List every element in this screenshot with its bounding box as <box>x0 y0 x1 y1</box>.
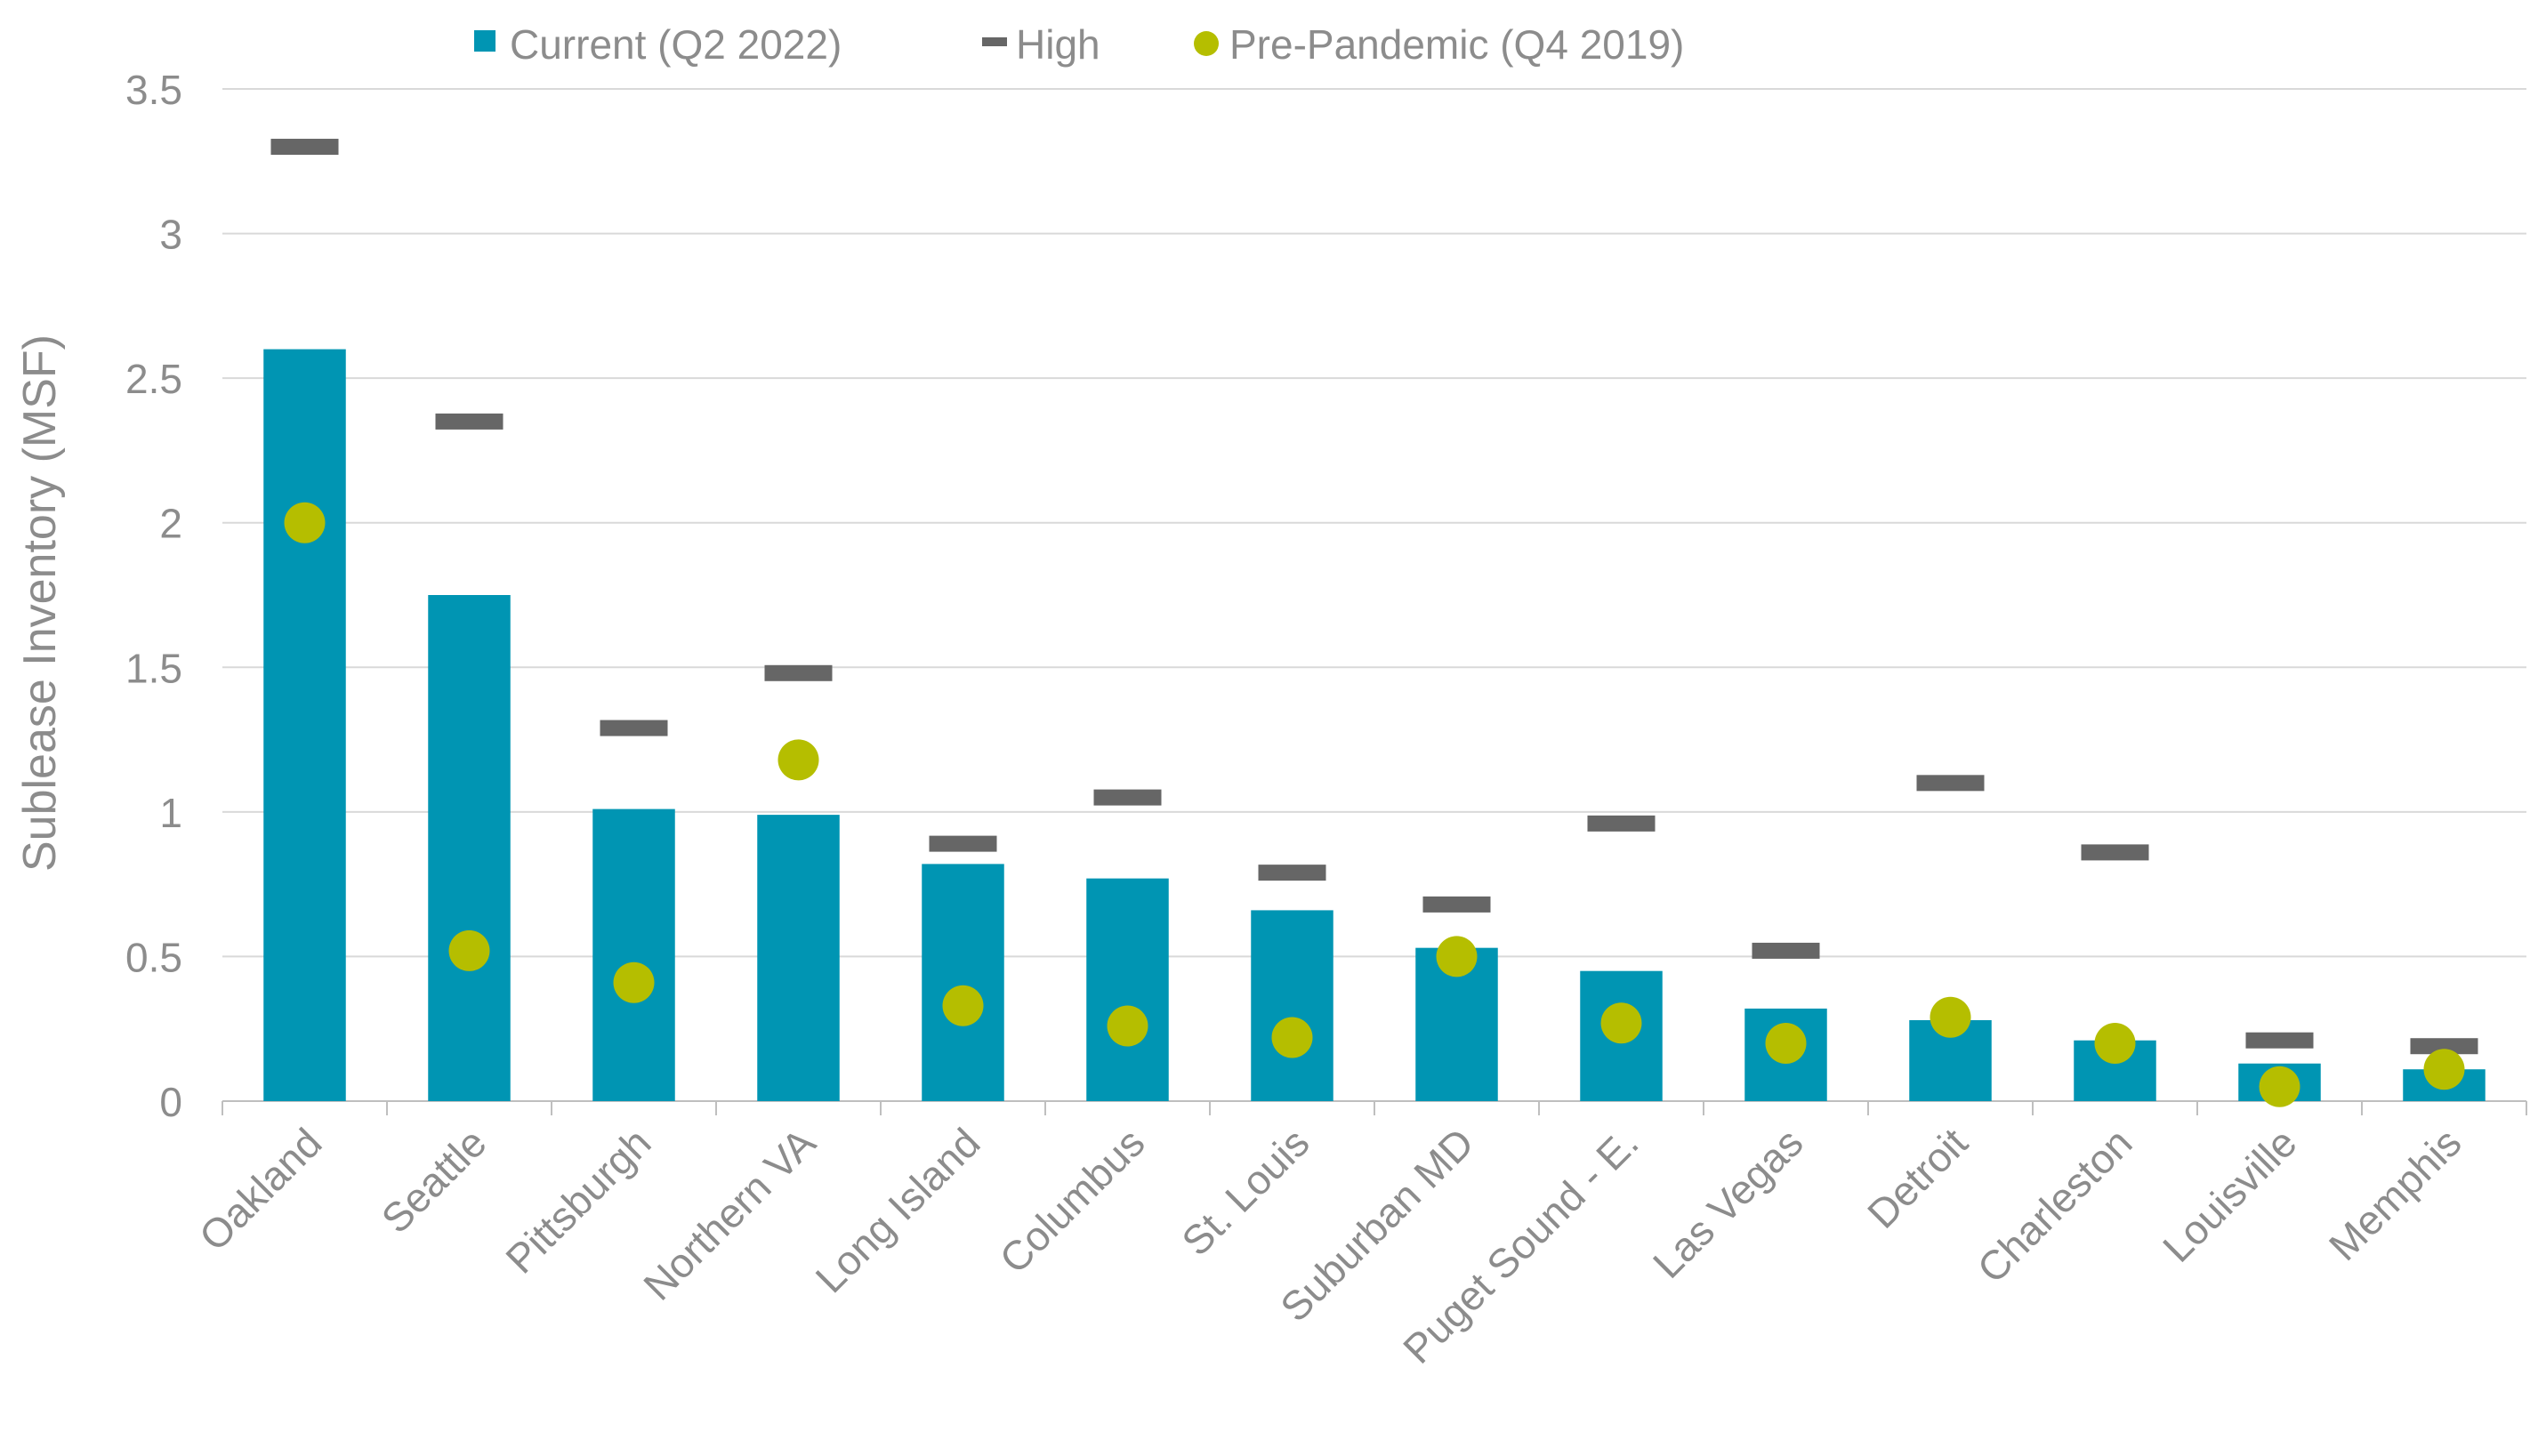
pre-pandemic-dot <box>2423 1049 2465 1090</box>
pre-pandemic-dot <box>1930 996 1971 1038</box>
bars-current <box>263 349 2486 1102</box>
pre-pandemic-dot <box>1436 936 1478 977</box>
high-marker <box>1752 942 1820 959</box>
x-category-label: Louisville <box>2154 1119 2306 1271</box>
high-marker <box>1258 865 1326 881</box>
pre-pandemic-dot <box>284 502 326 543</box>
high-marker <box>764 664 833 681</box>
y-tick-label: 2 <box>159 501 182 547</box>
high-marker <box>1587 815 1656 832</box>
x-category-label: Charleston <box>1969 1119 2141 1291</box>
legend: Current (Q2 2022) High Pre-Pandemic (Q4 20… <box>474 21 1684 68</box>
marks-pre-pandemic <box>284 502 2465 1107</box>
pre-pandemic-dot <box>1107 1005 1148 1047</box>
pre-pandemic-dot <box>1765 1022 1807 1064</box>
bar-current <box>1086 878 1169 1101</box>
gridlines <box>222 88 2526 958</box>
bar-current <box>922 864 1004 1101</box>
pre-pandemic-dot <box>448 929 490 971</box>
x-category-label: Oakland <box>190 1119 331 1259</box>
high-marker <box>2081 844 2149 861</box>
x-category-label: Memphis <box>2320 1119 2470 1269</box>
high-marker <box>2410 1038 2478 1055</box>
pre-pandemic-dot <box>777 739 819 781</box>
x-category-label: Northern VA <box>634 1119 825 1309</box>
x-category-label: Seattle <box>373 1119 496 1242</box>
y-tick-label: 1.5 <box>125 645 182 691</box>
pre-pandemic-dot <box>1271 1017 1313 1058</box>
bar-current <box>592 808 675 1101</box>
y-tick-label: 1 <box>159 790 182 836</box>
high-marker <box>270 139 339 156</box>
pre-pandemic-dot <box>2259 1066 2300 1107</box>
legend-label-pre-pandemic: Pre-Pandemic (Q4 2019) <box>1229 21 1684 68</box>
legend-label-current: Current (Q2 2022) <box>510 21 842 68</box>
legend-label-high: High <box>1016 21 1100 68</box>
high-marker <box>600 720 668 736</box>
high-marker <box>929 835 997 852</box>
x-category-label: Pittsburgh <box>496 1119 659 1282</box>
x-category-label: Detroit <box>1858 1119 1977 1237</box>
y-tick-label: 0.5 <box>125 934 182 980</box>
bar-current <box>1251 910 1333 1101</box>
legend-swatch-high <box>982 37 1007 46</box>
pre-pandemic-dot <box>942 985 984 1026</box>
bar-current <box>263 349 346 1102</box>
y-tick-label: 3.5 <box>125 67 182 113</box>
high-marker <box>435 413 504 430</box>
marks-high <box>270 139 2478 1055</box>
y-tick-label: 3 <box>159 212 182 258</box>
pre-pandemic-dot <box>2094 1022 2136 1064</box>
legend-swatch-current <box>474 30 496 52</box>
bar-current <box>757 815 840 1101</box>
x-category-label: Long Island <box>807 1119 989 1301</box>
high-marker <box>1422 896 1491 913</box>
high-marker <box>2245 1032 2314 1049</box>
x-category-label: Las Vegas <box>1644 1119 1812 1287</box>
y-axis-title: Sublease Inventory (MSF) <box>14 334 66 872</box>
axes <box>222 1100 2527 1115</box>
bar-current <box>428 595 511 1101</box>
x-category-label: Columbus <box>990 1119 1153 1282</box>
y-tick-label: 0 <box>159 1079 182 1125</box>
x-category-label: St. Louis <box>1172 1119 1317 1264</box>
pre-pandemic-dot <box>1600 1002 1642 1044</box>
pre-pandemic-dot <box>613 961 655 1003</box>
y-tick-label: 2.5 <box>125 356 182 402</box>
high-marker <box>1916 775 1985 792</box>
legend-swatch-pre-pandemic <box>1194 31 1219 56</box>
high-marker <box>1093 789 1162 806</box>
